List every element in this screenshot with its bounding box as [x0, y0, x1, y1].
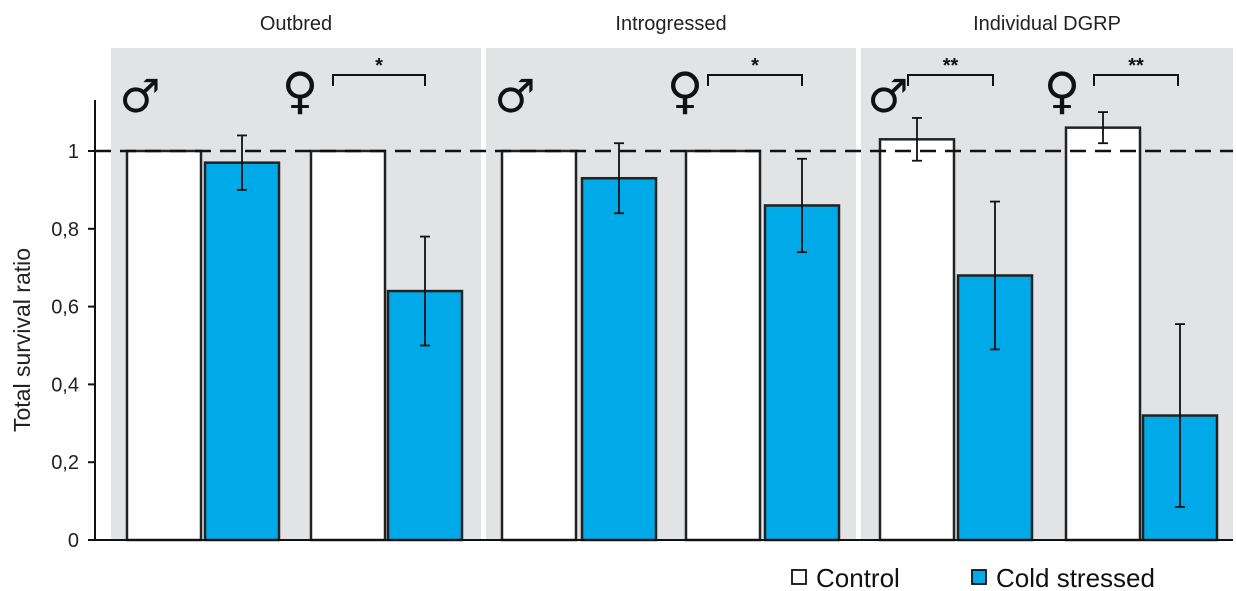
bar-cold-stressed [203, 161, 281, 542]
y-tick-label: 0,2 [51, 452, 79, 474]
significance-bracket: * [707, 55, 803, 86]
significance-label: * [375, 55, 383, 77]
y-axis: 0 0,2 0,4 0,6 0,8 1 Total survival ratio [9, 100, 1233, 552]
legend-swatch [791, 569, 807, 585]
legend-label: Cold stressed [996, 563, 1155, 591]
error-bar-cold-stressed [614, 142, 624, 215]
panel-title: Individual DGRP [973, 13, 1121, 35]
male-symbol: ♂ [494, 69, 535, 123]
annotations-layer: ♂ ♀ * ♂ ♀ * ♂ ** ♀ ** [95, 55, 1233, 508]
male-symbol: ♂ [867, 69, 908, 123]
bar-control [309, 149, 387, 542]
bracket-line [332, 74, 426, 86]
female-symbol: ♀ [667, 62, 704, 120]
female-symbol: ♀ [1044, 62, 1081, 120]
bracket-line [1093, 74, 1179, 86]
significance-bracket: * [332, 55, 426, 86]
legend: Control Cold stressed [791, 563, 1155, 591]
legend-label: Control [816, 563, 900, 591]
bracket-line [707, 74, 803, 86]
panel-title: Outbred [260, 13, 332, 35]
female-symbol: ♀ [282, 62, 319, 120]
error-bar-cold-stressed [990, 200, 1000, 351]
bar-control [878, 138, 956, 542]
error-bar-cold-stressed [237, 134, 247, 191]
bar-cold-stressed [763, 204, 841, 542]
bar-control [1064, 126, 1142, 542]
bars-layer [125, 126, 1219, 542]
y-tick-label: 0,8 [51, 219, 79, 241]
error-bar-control [1098, 111, 1108, 145]
bar-control [125, 149, 203, 542]
bar-control [684, 149, 762, 542]
significance-label: ** [1128, 55, 1144, 77]
legend-item: Control [791, 563, 900, 591]
male-symbol: ♂ [119, 69, 160, 123]
panel-title: Introgressed [615, 13, 726, 35]
significance-bracket: ** [907, 55, 994, 86]
significance-label: * [751, 55, 759, 77]
error-bar-cold-stressed [1175, 323, 1185, 508]
bar-control [500, 149, 578, 542]
error-bar-cold-stressed [420, 235, 430, 347]
bracket-line [907, 74, 994, 86]
legend-item: Cold stressed [971, 563, 1155, 591]
significance-bracket: ** [1093, 55, 1179, 86]
y-tick-label: 0,4 [51, 374, 79, 396]
bar-cold-stressed [580, 176, 658, 542]
y-tick-label: 1 [68, 141, 79, 163]
error-bar-cold-stressed [797, 157, 807, 254]
y-axis-label: Total survival ratio [9, 248, 35, 432]
y-tick-label: 0,6 [51, 297, 79, 319]
y-tick-label: 0 [68, 530, 79, 552]
error-bar-control [912, 117, 922, 162]
legend-swatch [971, 569, 987, 585]
significance-label: ** [943, 55, 959, 77]
